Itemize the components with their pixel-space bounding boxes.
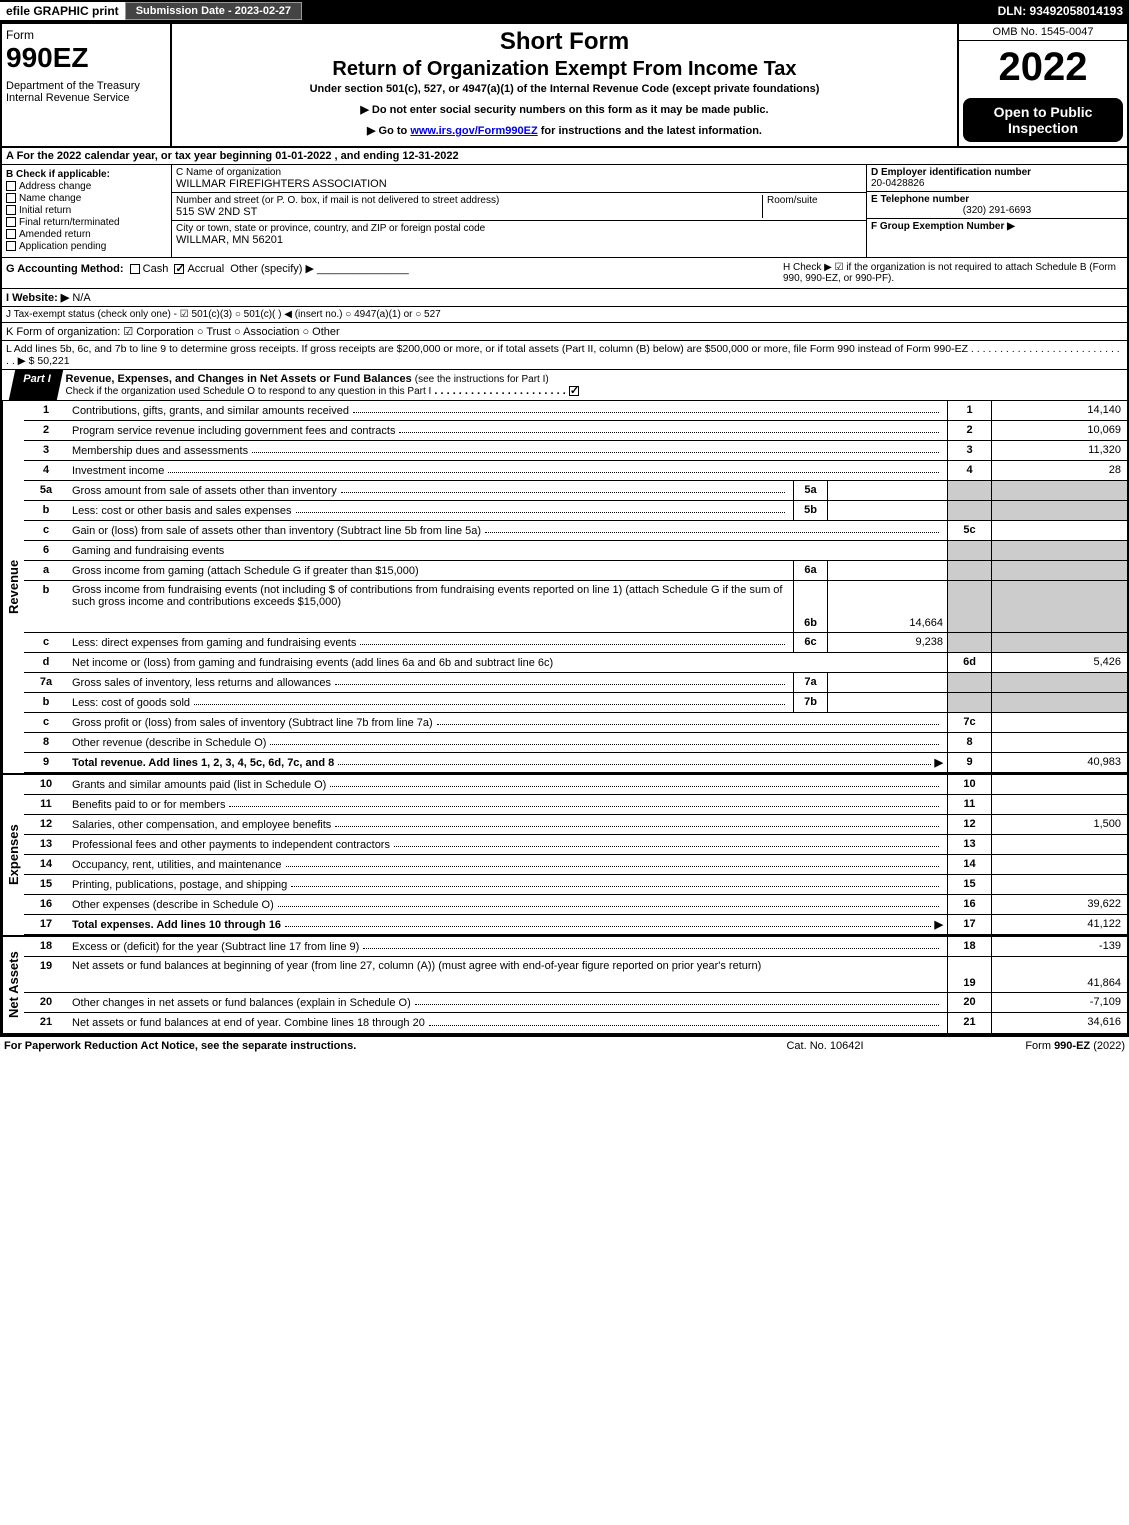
header-right: OMB No. 1545-0047 2022 Open to Public In…	[957, 24, 1127, 146]
side-expenses: Expenses	[2, 775, 24, 935]
line-2: 2Program service revenue including gover…	[24, 421, 1127, 441]
street-address: 515 SW 2ND ST	[176, 206, 762, 218]
open-to-public: Open to Public Inspection	[963, 98, 1123, 142]
line-6a: aGross income from gaming (attach Schedu…	[24, 561, 1127, 581]
footer-form-ref: Form 990-EZ (2022)	[925, 1040, 1125, 1052]
omb-number: OMB No. 1545-0047	[959, 24, 1127, 41]
top-bar: efile GRAPHIC print Submission Date - 20…	[0, 0, 1129, 22]
line-19: 19Net assets or fund balances at beginni…	[24, 957, 1127, 993]
chk-final-return[interactable]: Final return/terminated	[6, 217, 167, 228]
line-5a: 5aGross amount from sale of assets other…	[24, 481, 1127, 501]
website-value: N/A	[72, 292, 90, 304]
phone-row: E Telephone number (320) 291-6693	[867, 192, 1127, 219]
part-i-header: Part I Revenue, Expenses, and Changes in…	[0, 370, 1129, 401]
ein-row: D Employer identification number 20-0428…	[867, 165, 1127, 192]
line-6c: cLess: direct expenses from gaming and f…	[24, 633, 1127, 653]
c-name-row: C Name of organization WILLMAR FIREFIGHT…	[172, 165, 866, 193]
line-5c: cGain or (loss) from sale of assets othe…	[24, 521, 1127, 541]
line-5b: bLess: cost or other basis and sales exp…	[24, 501, 1127, 521]
row-a-tax-year: A For the 2022 calendar year, or tax yea…	[0, 148, 1129, 165]
department-label: Department of the Treasury Internal Reve…	[6, 80, 166, 104]
ein-value: 20-0428826	[871, 178, 1123, 189]
line-20: 20Other changes in net assets or fund ba…	[24, 993, 1127, 1013]
form-title-1: Short Form	[176, 28, 953, 56]
line-14: 14Occupancy, rent, utilities, and mainte…	[24, 855, 1127, 875]
schedule-o-checkbox[interactable]	[569, 386, 579, 396]
line-7a: 7aGross sales of inventory, less returns…	[24, 673, 1127, 693]
col-b-checkboxes: B Check if applicable: Address change Na…	[2, 165, 172, 257]
note-2: ▶ Go to www.irs.gov/Form990EZ for instru…	[176, 124, 953, 137]
line-6b: bGross income from fundraising events (n…	[24, 581, 1127, 633]
side-net-assets: Net Assets	[2, 937, 24, 1033]
row-i-website: I Website: ▶ N/A	[0, 289, 1129, 307]
chk-name-change[interactable]: Name change	[6, 193, 167, 204]
efile-label: efile GRAPHIC print	[0, 2, 125, 20]
line-12: 12Salaries, other compensation, and empl…	[24, 815, 1127, 835]
group-exemption-row: F Group Exemption Number ▶	[867, 219, 1127, 234]
line-9: 9Total revenue. Add lines 1, 2, 3, 4, 5c…	[24, 753, 1127, 773]
line-17: 17Total expenses. Add lines 10 through 1…	[24, 915, 1127, 935]
page-footer: For Paperwork Reduction Act Notice, see …	[0, 1035, 1129, 1055]
irs-link[interactable]: www.irs.gov/Form990EZ	[410, 125, 537, 137]
line-10: 10Grants and similar amounts paid (list …	[24, 775, 1127, 795]
c-street-row: Number and street (or P. O. box, if mail…	[172, 193, 866, 221]
line-15: 15Printing, publications, postage, and s…	[24, 875, 1127, 895]
section-bcdef: B Check if applicable: Address change Na…	[0, 165, 1129, 258]
line-6: 6Gaming and fundraising events	[24, 541, 1127, 561]
footer-cat-no: Cat. No. 10642I	[725, 1040, 925, 1052]
note-1: ▶ Do not enter social security numbers o…	[176, 103, 953, 116]
line-3: 3Membership dues and assessments311,320	[24, 441, 1127, 461]
line-7c: cGross profit or (loss) from sales of in…	[24, 713, 1127, 733]
submission-date: Submission Date - 2023-02-27	[125, 2, 302, 20]
c-city-row: City or town, state or province, country…	[172, 221, 866, 248]
side-revenue: Revenue	[2, 401, 24, 773]
line-13: 13Professional fees and other payments t…	[24, 835, 1127, 855]
chk-initial-return[interactable]: Initial return	[6, 205, 167, 216]
header-mid: Short Form Return of Organization Exempt…	[172, 24, 957, 146]
form-title-2: Return of Organization Exempt From Incom…	[176, 58, 953, 81]
city-state-zip: WILLMAR, MN 56201	[176, 234, 862, 246]
line-7b: bLess: cost of goods sold7b	[24, 693, 1127, 713]
line-11: 11Benefits paid to or for members11	[24, 795, 1127, 815]
row-h-schedule-b: H Check ▶ ☑ if the organization is not r…	[783, 262, 1123, 284]
row-g-accounting: G Accounting Method: Cash Accrual Other …	[0, 258, 1129, 289]
part-i-lines: Revenue 1Contributions, gifts, grants, a…	[0, 401, 1129, 1035]
chk-amended-return[interactable]: Amended return	[6, 229, 167, 240]
form-header: Form 990EZ Department of the Treasury In…	[0, 22, 1129, 148]
row-k-form-org: K Form of organization: ☑ Corporation ○ …	[0, 323, 1129, 341]
col-b-title: B Check if applicable:	[6, 169, 167, 180]
row-l-gross-receipts: L Add lines 5b, 6c, and 7b to line 9 to …	[0, 341, 1129, 370]
line-18: 18Excess or (deficit) for the year (Subt…	[24, 937, 1127, 957]
phone-value: (320) 291-6693	[871, 205, 1123, 216]
part-tab: Part I	[9, 370, 63, 400]
chk-application-pending[interactable]: Application pending	[6, 241, 167, 252]
form-subtitle: Under section 501(c), 527, or 4947(a)(1)…	[176, 83, 953, 95]
col-def: D Employer identification number 20-0428…	[867, 165, 1127, 257]
chk-address-change[interactable]: Address change	[6, 181, 167, 192]
org-name: WILLMAR FIREFIGHTERS ASSOCIATION	[176, 178, 862, 190]
footer-left: For Paperwork Reduction Act Notice, see …	[4, 1040, 725, 1052]
line-6d: dNet income or (loss) from gaming and fu…	[24, 653, 1127, 673]
line-16: 16Other expenses (describe in Schedule O…	[24, 895, 1127, 915]
line-21: 21Net assets or fund balances at end of …	[24, 1013, 1127, 1033]
dln-label: DLN: 93492058014193	[998, 4, 1129, 18]
line-8: 8Other revenue (describe in Schedule O)8	[24, 733, 1127, 753]
col-c-org-info: C Name of organization WILLMAR FIREFIGHT…	[172, 165, 867, 257]
header-left: Form 990EZ Department of the Treasury In…	[2, 24, 172, 146]
tax-year: 2022	[959, 41, 1127, 94]
row-j-tax-exempt: J Tax-exempt status (check only one) - ☑…	[0, 307, 1129, 323]
line-4: 4Investment income428	[24, 461, 1127, 481]
form-word: Form	[6, 28, 166, 42]
line-1: 1Contributions, gifts, grants, and simil…	[24, 401, 1127, 421]
form-number: 990EZ	[6, 42, 166, 74]
